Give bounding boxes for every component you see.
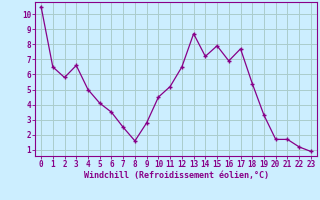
X-axis label: Windchill (Refroidissement éolien,°C): Windchill (Refroidissement éolien,°C) <box>84 171 268 180</box>
